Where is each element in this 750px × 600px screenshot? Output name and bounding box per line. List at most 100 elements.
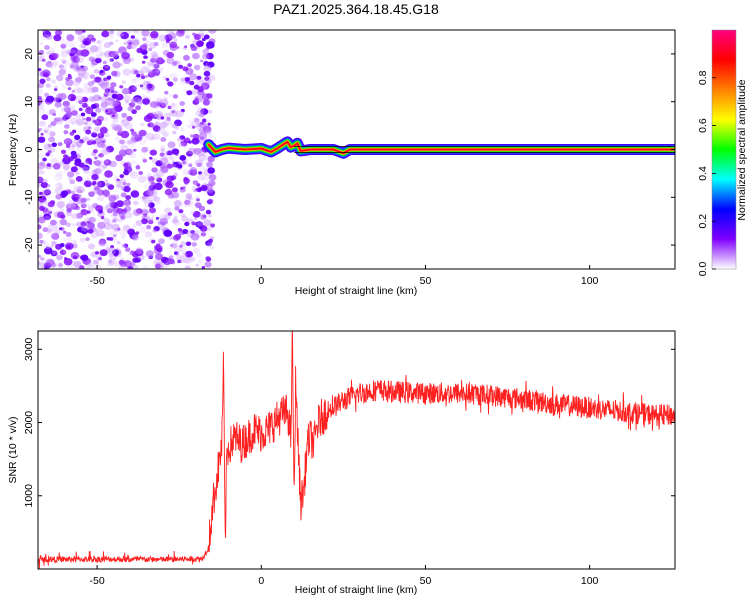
noise-speckle <box>173 219 181 226</box>
noise-speckle <box>119 63 123 67</box>
noise-speckle <box>71 110 78 116</box>
noise-speckle <box>141 146 149 153</box>
noise-speckle <box>43 199 48 204</box>
y-tick-label: -10 <box>23 190 35 205</box>
noise-speckle <box>132 208 142 217</box>
noise-speckle <box>99 238 106 245</box>
noise-speckle <box>38 262 46 269</box>
noise-speckle <box>135 247 144 255</box>
noise-speckle <box>130 251 134 254</box>
noise-speckle <box>207 155 215 163</box>
noise-speckle <box>118 46 127 54</box>
noise-speckle <box>85 120 93 127</box>
noise-speckle <box>124 99 129 103</box>
noise-speckle <box>139 84 144 88</box>
signal-track-band <box>207 141 675 155</box>
noise-speckle <box>130 160 137 166</box>
noise-speckle <box>65 222 72 228</box>
noise-speckle <box>118 212 125 218</box>
noise-speckle <box>67 199 77 208</box>
colorbar-tick-label: 0.0 <box>697 262 709 277</box>
noise-speckle <box>135 165 141 171</box>
noise-speckle <box>174 251 179 256</box>
noise-speckle <box>188 196 193 201</box>
noise-speckle <box>91 86 99 93</box>
noise-speckle <box>100 216 105 220</box>
noise-speckle <box>80 225 89 232</box>
noise-speckle <box>197 259 203 264</box>
noise-speckle <box>141 195 151 204</box>
noise-speckle <box>115 125 122 131</box>
noise-speckle <box>119 85 124 89</box>
noise-speckle <box>82 166 91 173</box>
noise-speckle <box>167 212 173 216</box>
noise-speckle <box>137 175 147 183</box>
noise-speckle <box>142 98 150 105</box>
noise-speckle <box>46 184 51 188</box>
noise-speckle <box>67 176 73 181</box>
noise-speckle <box>93 68 100 74</box>
noise-speckle <box>200 121 204 125</box>
spectrogram-x-ticks: -50 0 50 100 <box>90 265 599 287</box>
noise-speckle <box>120 185 126 190</box>
noise-speckle <box>45 152 50 157</box>
noise-speckle <box>39 78 46 84</box>
noise-speckle <box>95 229 105 237</box>
noise-speckle <box>47 47 56 55</box>
noise-speckle <box>75 66 81 71</box>
noise-speckle <box>93 227 99 232</box>
noise-speckle <box>199 136 205 141</box>
noise-speckle <box>91 174 99 181</box>
noise-speckle <box>141 195 147 200</box>
noise-speckle <box>184 77 191 82</box>
y-tick-label: 2000 <box>23 411 35 435</box>
noise-speckle <box>195 103 200 108</box>
noise-speckle <box>184 257 193 264</box>
noise-speckle <box>170 244 174 247</box>
noise-speckle <box>45 258 54 266</box>
noise-speckle <box>167 81 174 87</box>
noise-speckle <box>48 50 54 55</box>
noise-speckle <box>158 34 167 42</box>
noise-speckle <box>198 30 205 36</box>
noise-speckle <box>151 239 156 244</box>
noise-speckle <box>67 40 75 48</box>
noise-speckle <box>119 228 128 236</box>
noise-speckle <box>90 112 97 117</box>
noise-speckle <box>144 66 152 73</box>
noise-speckle <box>151 158 158 164</box>
noise-speckle <box>131 223 137 228</box>
noise-speckle <box>126 148 134 155</box>
noise-speckle <box>149 101 158 108</box>
noise-speckle <box>66 34 75 42</box>
noise-speckle <box>44 92 49 97</box>
noise-speckle <box>65 118 73 125</box>
y-tick-label: 10 <box>23 96 35 108</box>
noise-speckle <box>51 79 56 84</box>
noise-speckle <box>121 112 128 118</box>
noise-speckle <box>51 240 57 246</box>
noise-speckle <box>45 83 51 88</box>
noise-speckle <box>53 97 59 103</box>
noise-speckle <box>166 117 171 121</box>
noise-speckle <box>129 251 134 255</box>
noise-speckle <box>140 83 149 91</box>
noise-speckle <box>44 178 48 182</box>
snr-panel: -50 0 50 100 1000 2000 3000 Height of straigh… <box>7 330 676 596</box>
noise-speckle <box>111 98 116 102</box>
noise-speckle <box>200 108 209 115</box>
noise-speckle <box>56 195 62 200</box>
noise-speckle <box>173 38 178 42</box>
noise-speckle <box>94 160 102 167</box>
noise-speckle <box>193 248 201 254</box>
noise-speckle <box>79 237 86 243</box>
noise-speckle <box>123 199 131 206</box>
noise-speckle <box>134 249 144 257</box>
snr-y-ticks: 1000 2000 3000 <box>23 337 675 507</box>
noise-speckle <box>71 139 80 147</box>
noise-speckle <box>100 82 110 91</box>
noise-speckle <box>150 54 160 62</box>
noise-speckle <box>87 34 95 41</box>
noise-speckle <box>186 90 193 96</box>
noise-speckle <box>169 72 178 80</box>
